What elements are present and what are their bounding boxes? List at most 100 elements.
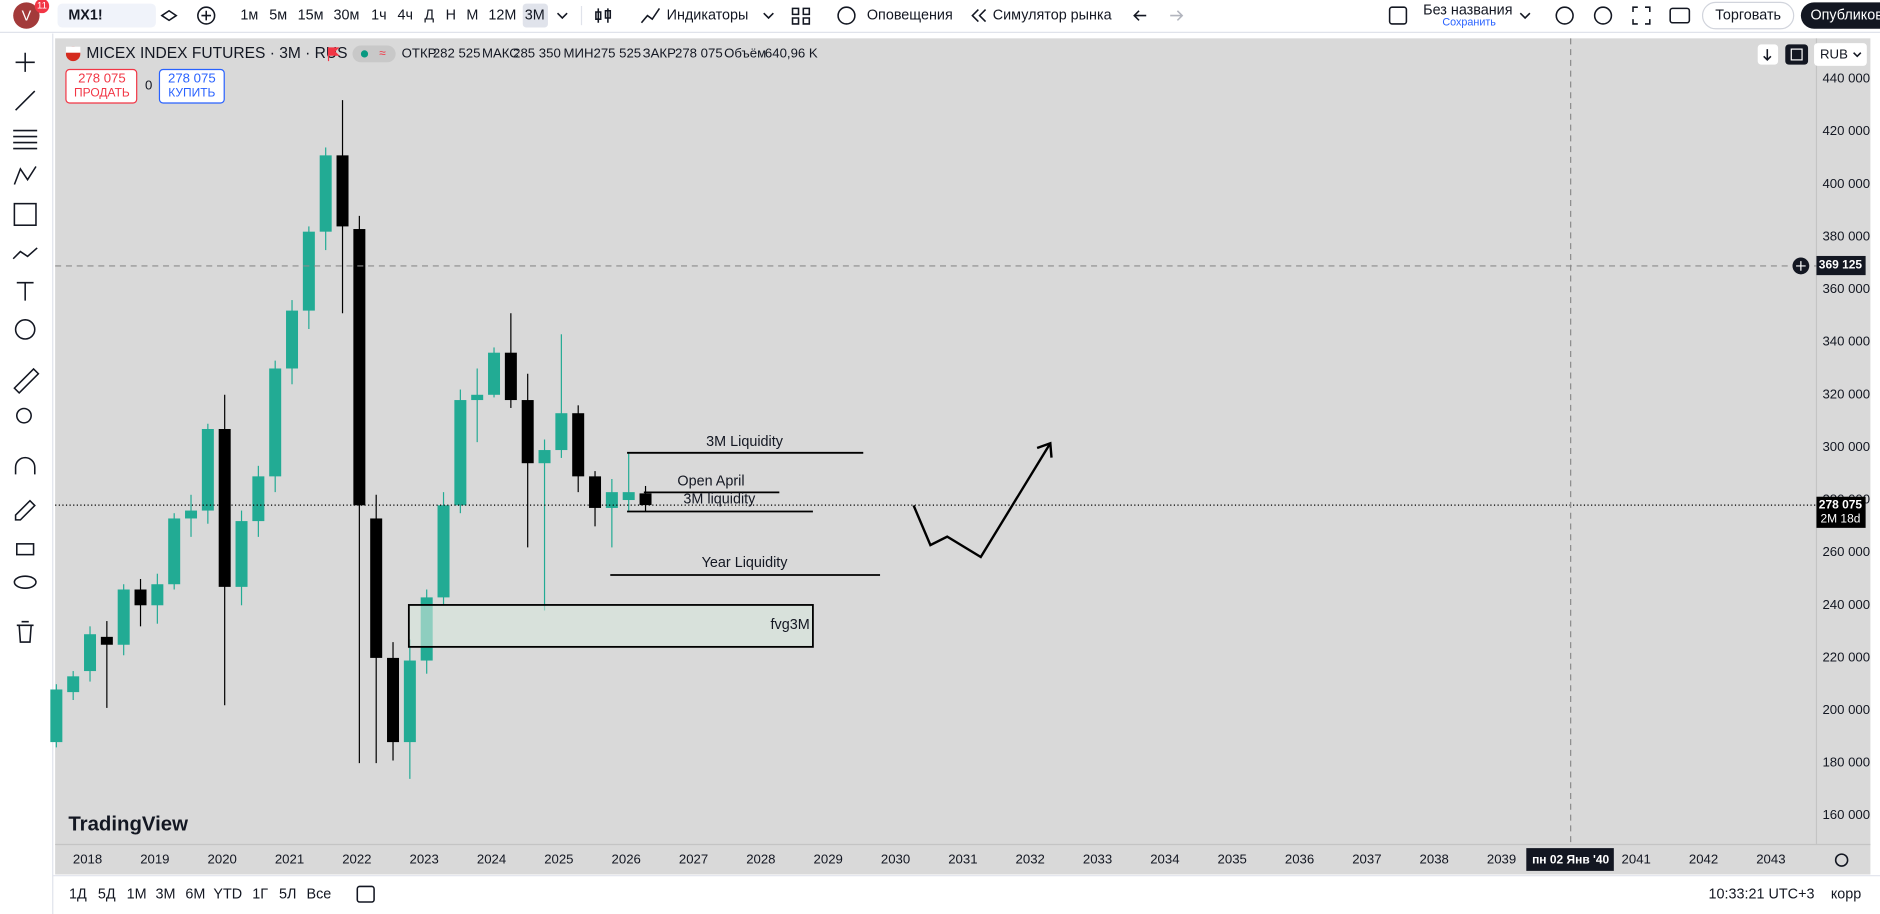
ohlc-label: МАКС [482,45,519,60]
templates-icon[interactable] [791,7,811,25]
zoom-tool[interactable] [16,407,32,424]
interval[interactable]: 4ч [398,7,413,23]
interval[interactable]: 1ч [371,7,386,23]
auto-scale-button[interactable] [1785,44,1809,65]
x-tick-label: 2018 [73,852,102,867]
range[interactable]: YTD [213,887,242,903]
ohlc-label: ОТКР [402,45,437,60]
candle-body [319,155,332,232]
status-pill[interactable] [352,45,396,63]
emoji-tool[interactable] [14,319,36,340]
axis-settings[interactable] [1834,853,1849,867]
y-tick-label: 400 000 [1822,176,1870,191]
interval[interactable]: 30м [334,7,360,23]
range[interactable]: 3М [155,887,175,903]
chevron[interactable] [763,12,774,20]
sell-price: 278 075 [78,71,126,86]
interval-chevron[interactable] [556,12,568,20]
sell-button[interactable] [65,68,138,104]
x-tick-label: 2034 [1150,852,1179,867]
settings-icon[interactable] [1593,6,1613,25]
range[interactable]: Все [307,887,332,903]
save[interactable]: Сохранить [1442,17,1496,29]
magnet-tool[interactable] [14,456,36,475]
indicators[interactable]: Индикаторы [667,7,749,23]
range[interactable]: 1Г [252,887,268,903]
projection-path[interactable] [912,442,1052,559]
candle-body [370,518,383,658]
delete-tool[interactable] [16,620,34,643]
candle-body [572,413,585,477]
interval[interactable]: 1м [240,7,258,23]
ohlc-value: 282 525 [433,45,481,60]
candle-body [504,352,517,401]
candle-body [538,450,551,464]
interval[interactable]: 15м [298,7,324,23]
x-tick-label: 2032 [1016,852,1045,867]
fvg-box[interactable] [407,604,814,648]
interval[interactable]: 5м [269,7,287,23]
trade-button[interactable] [1701,1,1795,30]
indicators-icon[interactable] [640,7,661,24]
quick-search-icon[interactable] [1555,6,1574,25]
adjust[interactable]: корр [1831,887,1861,903]
goto-date-icon[interactable] [356,885,375,903]
interval[interactable]: М [466,7,478,23]
alerts[interactable]: Оповещения [867,7,953,23]
compare-icon[interactable] [160,9,178,22]
crosshair-price: 369 125 [1819,258,1863,272]
y-tick-label: 220 000 [1822,649,1870,664]
range[interactable]: 5Л [279,887,296,903]
layout-icon[interactable] [1388,6,1408,25]
brush-tool[interactable] [12,247,38,260]
y-tick-label: 360 000 [1822,281,1870,296]
avatar[interactable] [13,2,40,29]
lock-tool[interactable] [16,543,35,556]
range[interactable]: 1Д [69,887,87,903]
range[interactable]: 5Д [98,887,116,903]
interval[interactable]: Д [424,7,434,23]
crosshair-date-tag [1526,848,1614,871]
crosshair-tool[interactable] [15,52,35,72]
redo[interactable] [1170,10,1184,21]
candle-body [639,493,652,506]
symbol-search[interactable] [57,3,156,28]
undo[interactable] [1133,10,1147,21]
buy-button[interactable] [158,68,225,104]
text-tool[interactable] [16,281,34,301]
y-tick-label: 440 000 [1822,71,1870,86]
arrow-head [1036,441,1053,458]
chevron[interactable] [1519,12,1531,20]
stay-drawing-tool[interactable] [14,499,36,521]
candle-body [336,155,349,227]
fullscreen-icon[interactable] [1632,6,1651,25]
pattern-tool[interactable] [13,166,37,185]
market-open [360,50,369,58]
alerts-icon[interactable] [837,6,856,25]
add-symbol-icon[interactable] [197,6,216,25]
candle-body [134,589,147,606]
replay[interactable]: Симулятор рынка [993,7,1112,23]
interval[interactable]: 3М [525,7,545,23]
flag-marker[interactable] [327,47,340,62]
x-tick-label: 2027 [679,852,708,867]
currency-button[interactable] [1814,43,1867,66]
candle-body [218,428,231,587]
snapshot-icon[interactable] [1669,7,1691,24]
layout-name[interactable]: Без названия [1423,3,1512,19]
replay-icon[interactable] [971,9,987,23]
hide-tool[interactable] [13,575,37,589]
measure-tool[interactable] [13,367,40,395]
candle-body [622,492,635,501]
chart-type-icon[interactable] [595,8,612,23]
projection-tool[interactable] [13,202,37,226]
publish-button[interactable] [1800,2,1880,29]
trendline-tool[interactable] [15,90,36,111]
interval[interactable]: Н [446,7,456,23]
interval[interactable]: 12М [488,7,516,23]
fib-tool[interactable] [13,129,38,150]
range[interactable]: 6М [185,887,205,903]
range[interactable]: 1М [127,887,147,903]
